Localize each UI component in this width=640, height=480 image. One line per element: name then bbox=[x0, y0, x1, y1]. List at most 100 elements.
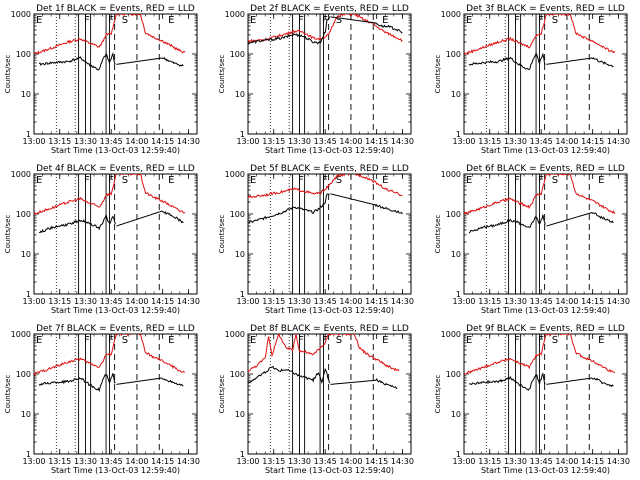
x-tick-label: 14:00 bbox=[125, 457, 148, 466]
marker-label: E bbox=[598, 175, 604, 186]
x-tick-label: 14:00 bbox=[125, 137, 148, 146]
marker-label: F bbox=[108, 335, 114, 346]
y-tick-label: 1 bbox=[26, 130, 31, 139]
marker-label: F bbox=[84, 175, 90, 186]
x-tick-label: 14:15 bbox=[151, 297, 174, 306]
panel-title: Det 5f BLACK = Events, RED = LLD bbox=[250, 164, 409, 174]
marker-label: F bbox=[322, 175, 328, 186]
marker-label: F bbox=[298, 175, 304, 186]
x-tick-label: 13:15 bbox=[262, 137, 285, 146]
marker-label: F bbox=[108, 175, 114, 186]
panel-3: Det 3f BLACK = Events, RED = LLD 1 10 100 10… bbox=[434, 4, 630, 155]
x-tick-label: 13:15 bbox=[262, 457, 285, 466]
marker-label: S bbox=[336, 15, 342, 26]
y-tick-label: 1000 bbox=[441, 170, 461, 179]
marker-label: F bbox=[322, 15, 328, 26]
events-series-line bbox=[468, 372, 614, 392]
x-tick-label: 14:00 bbox=[339, 137, 362, 146]
y-tick-label: 100 bbox=[16, 210, 31, 219]
x-axis-label: Start Time (13-Oct-03 12:59:40) bbox=[51, 146, 180, 155]
marker-label: E bbox=[250, 335, 256, 346]
x-tick-label: 14:30 bbox=[177, 137, 200, 146]
marker-label: E bbox=[382, 335, 388, 346]
marker-label: S bbox=[122, 15, 128, 26]
marker-label: E bbox=[250, 15, 256, 26]
x-axis-label: Start Time (13-Oct-03 12:59:40) bbox=[265, 146, 394, 155]
x-tick-label: 13:00 bbox=[236, 297, 259, 306]
marker-label: S bbox=[122, 335, 128, 346]
x-axis-label: Start Time (13-Oct-03 12:59:40) bbox=[481, 466, 610, 475]
x-tick-label: 13:15 bbox=[478, 457, 501, 466]
events-series-line bbox=[468, 51, 614, 71]
panel-title: Det 6f BLACK = Events, RED = LLD bbox=[466, 164, 625, 174]
y-tick-label: 1000 bbox=[11, 170, 31, 179]
y-tick-label: 100 bbox=[230, 210, 245, 219]
marker-label: E bbox=[598, 15, 604, 26]
marker-label: E bbox=[168, 175, 174, 186]
marker-label: S bbox=[552, 175, 558, 186]
y-tick-label: 10 bbox=[21, 90, 31, 99]
x-tick-label: 13:00 bbox=[452, 297, 475, 306]
x-tick-label: 13:00 bbox=[22, 297, 45, 306]
y-tick-label: 10 bbox=[235, 90, 245, 99]
x-tick-label: 14:30 bbox=[177, 457, 200, 466]
panel-title: Det 3f BLACK = Events, RED = LLD bbox=[466, 4, 625, 14]
plot-frame bbox=[463, 173, 628, 295]
y-tick-label: 1000 bbox=[11, 10, 31, 19]
x-tick-label: 13:15 bbox=[48, 297, 71, 306]
lld-series-line bbox=[464, 174, 616, 216]
panel-title: Det 1f BLACK = Events, RED = LLD bbox=[36, 4, 195, 14]
x-tick-label: 14:15 bbox=[151, 457, 174, 466]
marker-label: E bbox=[250, 175, 256, 186]
lld-series-line bbox=[248, 14, 403, 44]
plot-frame bbox=[463, 13, 628, 135]
x-tick-label: 13:45 bbox=[100, 297, 123, 306]
plot-frame bbox=[247, 13, 412, 135]
panel-7: Det 7f BLACK = Events, RED = LLD 1 10 100 10… bbox=[4, 324, 200, 475]
x-tick-label: 13:15 bbox=[478, 297, 501, 306]
y-tick-label: 1 bbox=[26, 450, 31, 459]
y-tick-label: 100 bbox=[16, 370, 31, 379]
events-series-line bbox=[468, 212, 614, 234]
marker-label: E bbox=[598, 335, 604, 346]
x-tick-label: 13:00 bbox=[236, 457, 259, 466]
x-tick-label: 14:30 bbox=[391, 457, 414, 466]
panel-9: Det 9f BLACK = Events, RED = LLD 1 10 100 10… bbox=[434, 324, 630, 475]
y-tick-label: 1 bbox=[240, 290, 245, 299]
x-tick-label: 14:30 bbox=[607, 137, 630, 146]
x-tick-label: 13:45 bbox=[314, 457, 337, 466]
y-tick-label: 1 bbox=[456, 130, 461, 139]
marker-label: F bbox=[298, 335, 304, 346]
x-tick-label: 14:15 bbox=[581, 137, 604, 146]
x-tick-label: 13:00 bbox=[22, 457, 45, 466]
y-tick-label: 10 bbox=[451, 410, 461, 419]
marker-label: E bbox=[382, 15, 388, 26]
x-tick-label: 13:45 bbox=[100, 137, 123, 146]
events-series-line bbox=[248, 365, 398, 389]
y-tick-label: 1 bbox=[456, 290, 461, 299]
x-tick-label: 13:30 bbox=[504, 297, 527, 306]
y-tick-label: 10 bbox=[21, 250, 31, 259]
y-tick-label: 1 bbox=[456, 450, 461, 459]
x-tick-label: 14:30 bbox=[391, 297, 414, 306]
x-tick-label: 14:15 bbox=[365, 457, 388, 466]
panel-6: Det 6f BLACK = Events, RED = LLD 1 10 100 10… bbox=[434, 164, 630, 315]
x-tick-label: 13:15 bbox=[262, 297, 285, 306]
panel-8: Det 8f BLACK = Events, RED = LLD 1 10 100 10… bbox=[218, 324, 414, 475]
x-tick-label: 13:15 bbox=[48, 137, 71, 146]
panel-title: Det 2f BLACK = Events, RED = LLD bbox=[250, 4, 409, 14]
y-tick-label: 1 bbox=[26, 290, 31, 299]
x-tick-label: 13:30 bbox=[288, 457, 311, 466]
x-tick-label: 14:00 bbox=[339, 457, 362, 466]
y-tick-label: 100 bbox=[16, 50, 31, 59]
x-axis-label: Start Time (13-Oct-03 12:59:40) bbox=[51, 466, 180, 475]
x-tick-label: 13:45 bbox=[314, 297, 337, 306]
marker-label: F bbox=[322, 335, 328, 346]
plot-frame bbox=[463, 333, 628, 455]
plot-frame bbox=[33, 173, 198, 295]
y-tick-label: 1000 bbox=[225, 330, 245, 339]
panel-title: Det 8f BLACK = Events, RED = LLD bbox=[250, 324, 409, 334]
panel-title: Det 7f BLACK = Events, RED = LLD bbox=[36, 324, 195, 334]
x-tick-label: 14:00 bbox=[125, 297, 148, 306]
marker-label: S bbox=[336, 335, 342, 346]
